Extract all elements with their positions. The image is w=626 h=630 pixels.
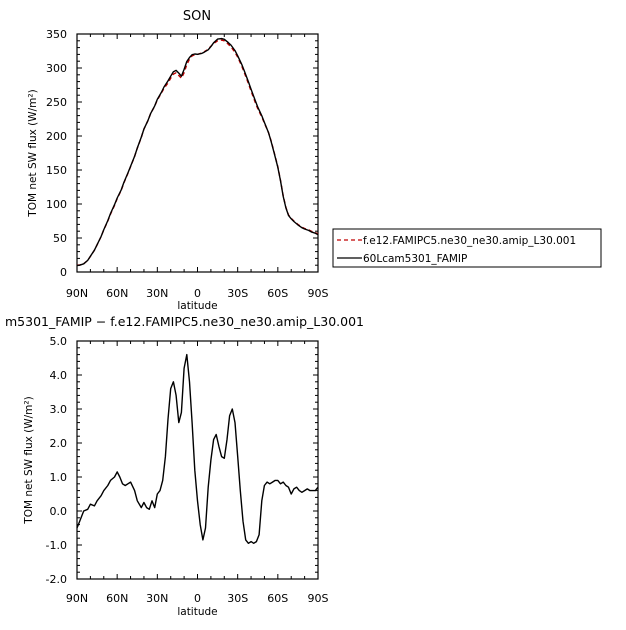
top-x-tick-label: 30S: [227, 287, 248, 300]
top-y-axis-label: TOM net SW flux (W/m²): [27, 89, 39, 217]
bottom-x-tick-label: 60S: [267, 592, 288, 605]
bottom-x-tick-label: 30S: [227, 592, 248, 605]
bottom-y-tick-label: 2.0: [50, 437, 68, 450]
legend-label-cam: 60Lcam5301_FAMIP: [363, 253, 467, 265]
bottom-y-tick-label: 5.0: [50, 335, 68, 348]
bottom-panel: m5301_FAMIP − f.e12.FAMIPC5.ne30_ne30.am…: [5, 314, 364, 618]
top-y-tick-label: 200: [46, 130, 67, 143]
top-x-axis-label: latitude: [177, 300, 217, 312]
bottom-plot-frame: [76, 340, 319, 580]
bottom-chart-title: m5301_FAMIP − f.e12.FAMIPC5.ne30_ne30.am…: [5, 314, 364, 329]
legend-box: [332, 228, 602, 268]
bottom-y-tick-label: -2.0: [46, 573, 67, 586]
bottom-axis-ticks: [76, 340, 319, 580]
bottom-series-line-0: [76, 353, 319, 544]
bottom-y-tick-label: -1.0: [46, 539, 67, 552]
legend: f.e12.FAMIPC5.ne30_ne30.amip_L30.001 60L…: [332, 228, 602, 268]
bottom-x-axis-label: latitude: [177, 606, 217, 618]
top-plot-frame: [76, 33, 319, 273]
top-y-tick-label: 300: [46, 62, 67, 75]
bottom-x-tick-label: 30N: [146, 592, 168, 605]
top-axis-ticks: [76, 33, 319, 273]
bottom-x-tick-label: 90N: [66, 592, 88, 605]
bottom-x-tick-label: 0: [194, 592, 201, 605]
top-x-tick-label: 30N: [146, 287, 168, 300]
bottom-y-tick-label: 0.0: [50, 505, 68, 518]
top-y-tick-label: 100: [46, 198, 67, 211]
top-x-tick-label: 60N: [106, 287, 128, 300]
bottom-y-tick-label: 1.0: [50, 471, 68, 484]
top-y-tick-label: 50: [53, 232, 67, 245]
bottom-y-tick-label: 4.0: [50, 369, 68, 382]
top-series-lines: [76, 37, 319, 267]
bottom-y-tick-label: 3.0: [50, 403, 68, 416]
bottom-x-tick-label: 90S: [308, 592, 329, 605]
top-y-tick-label: 350: [46, 28, 67, 41]
top-y-tick-label: 0: [60, 266, 67, 279]
top-x-tick-label: 90N: [66, 287, 88, 300]
top-x-tick-label: 0: [194, 287, 201, 300]
bottom-x-tick-label: 60N: [106, 592, 128, 605]
top-x-tick-label: 60S: [267, 287, 288, 300]
legend-label-amip: f.e12.FAMIPC5.ne30_ne30.amip_L30.001: [363, 235, 576, 247]
bottom-series-lines: [76, 353, 319, 544]
top-series-line-1: [76, 37, 319, 267]
top-x-tick-label: 90S: [308, 287, 329, 300]
top-y-tick-label: 150: [46, 164, 67, 177]
top-chart-title: SON: [183, 9, 211, 24]
bottom-y-axis-label: TOM net SW flux (W/m²): [23, 396, 35, 524]
top-panel: SON 90N 60N 30N 0 30S 60S 90S 0 50 100 1…: [27, 9, 602, 312]
top-y-tick-label: 250: [46, 96, 67, 109]
top-series-line-0: [76, 39, 319, 266]
